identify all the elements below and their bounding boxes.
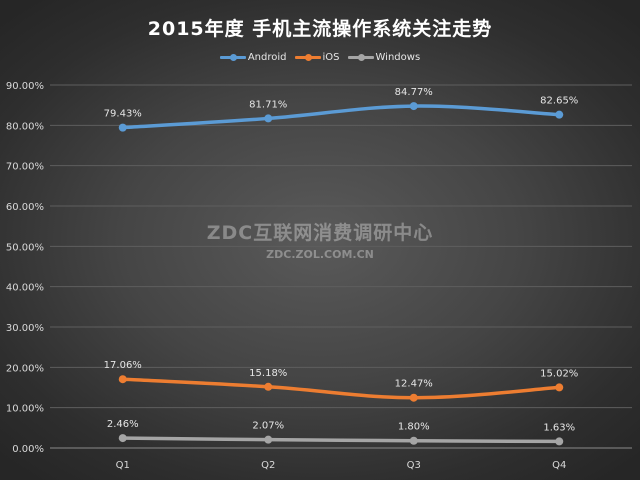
y-tick-label: 0.00% xyxy=(12,444,44,455)
legend-item-ios: iOS xyxy=(294,52,340,63)
x-tick-label: Q3 xyxy=(407,460,421,471)
x-tick-label: Q1 xyxy=(116,460,130,471)
y-tick-label: 10.00% xyxy=(6,404,44,415)
data-label-ios: 12.47% xyxy=(395,379,433,390)
legend-swatch xyxy=(219,52,246,62)
legend-item-android: Android xyxy=(219,52,287,63)
y-tick-label: 20.00% xyxy=(6,363,44,374)
data-label-ios: 15.02% xyxy=(540,368,578,379)
data-point-ios xyxy=(118,375,127,384)
data-label-windows: 1.80% xyxy=(398,422,430,433)
data-label-ios: 15.18% xyxy=(249,368,287,379)
legend-swatch xyxy=(294,52,321,62)
legend: Android iOS Windows xyxy=(0,52,640,64)
data-point-windows xyxy=(555,437,564,446)
watermark-text: ZDC互联网消费调研中心 xyxy=(206,222,434,244)
data-point-android xyxy=(264,114,273,123)
series-line-windows xyxy=(121,436,561,444)
y-tick-label: 90.00% xyxy=(6,81,44,92)
data-label-android: 81.71% xyxy=(249,99,287,110)
data-point-windows xyxy=(264,435,273,444)
data-point-ios xyxy=(264,382,273,391)
y-tick-label: 30.00% xyxy=(6,323,44,334)
data-point-android xyxy=(409,102,418,111)
x-tick-label: Q4 xyxy=(552,460,566,471)
y-tick-label: 40.00% xyxy=(6,283,44,294)
data-label-android: 84.77% xyxy=(395,87,433,98)
y-tick-label: 50.00% xyxy=(6,242,44,253)
data-point-windows xyxy=(409,436,418,445)
data-label-windows: 1.63% xyxy=(543,422,575,433)
legend-label: Android xyxy=(247,52,287,63)
data-point-android xyxy=(555,110,564,119)
data-point-ios xyxy=(409,393,418,402)
legend-label: Windows xyxy=(375,52,421,63)
legend-swatch xyxy=(347,52,374,62)
series-line-ios xyxy=(121,377,561,400)
data-label-ios: 17.06% xyxy=(104,360,142,371)
data-point-windows xyxy=(118,434,127,443)
data-point-ios xyxy=(555,383,564,392)
series-line-android xyxy=(121,104,561,130)
legend-label: iOS xyxy=(322,52,340,63)
x-tick-label: Q2 xyxy=(261,460,275,471)
chart-title: 2015年度 手机主流操作系统关注走势 xyxy=(147,18,493,40)
legend-item-windows: Windows xyxy=(347,52,421,63)
data-label-windows: 2.46% xyxy=(107,419,139,430)
y-tick-label: 60.00% xyxy=(6,202,44,213)
y-tick-label: 80.00% xyxy=(6,121,44,132)
data-label-android: 79.43% xyxy=(104,109,142,120)
data-label-windows: 2.07% xyxy=(252,421,284,432)
watermark-subtext: ZDC.ZOL.COM.CN xyxy=(266,248,374,261)
data-label-android: 82.65% xyxy=(540,96,578,107)
y-tick-label: 70.00% xyxy=(6,162,44,173)
data-point-android xyxy=(118,123,127,132)
